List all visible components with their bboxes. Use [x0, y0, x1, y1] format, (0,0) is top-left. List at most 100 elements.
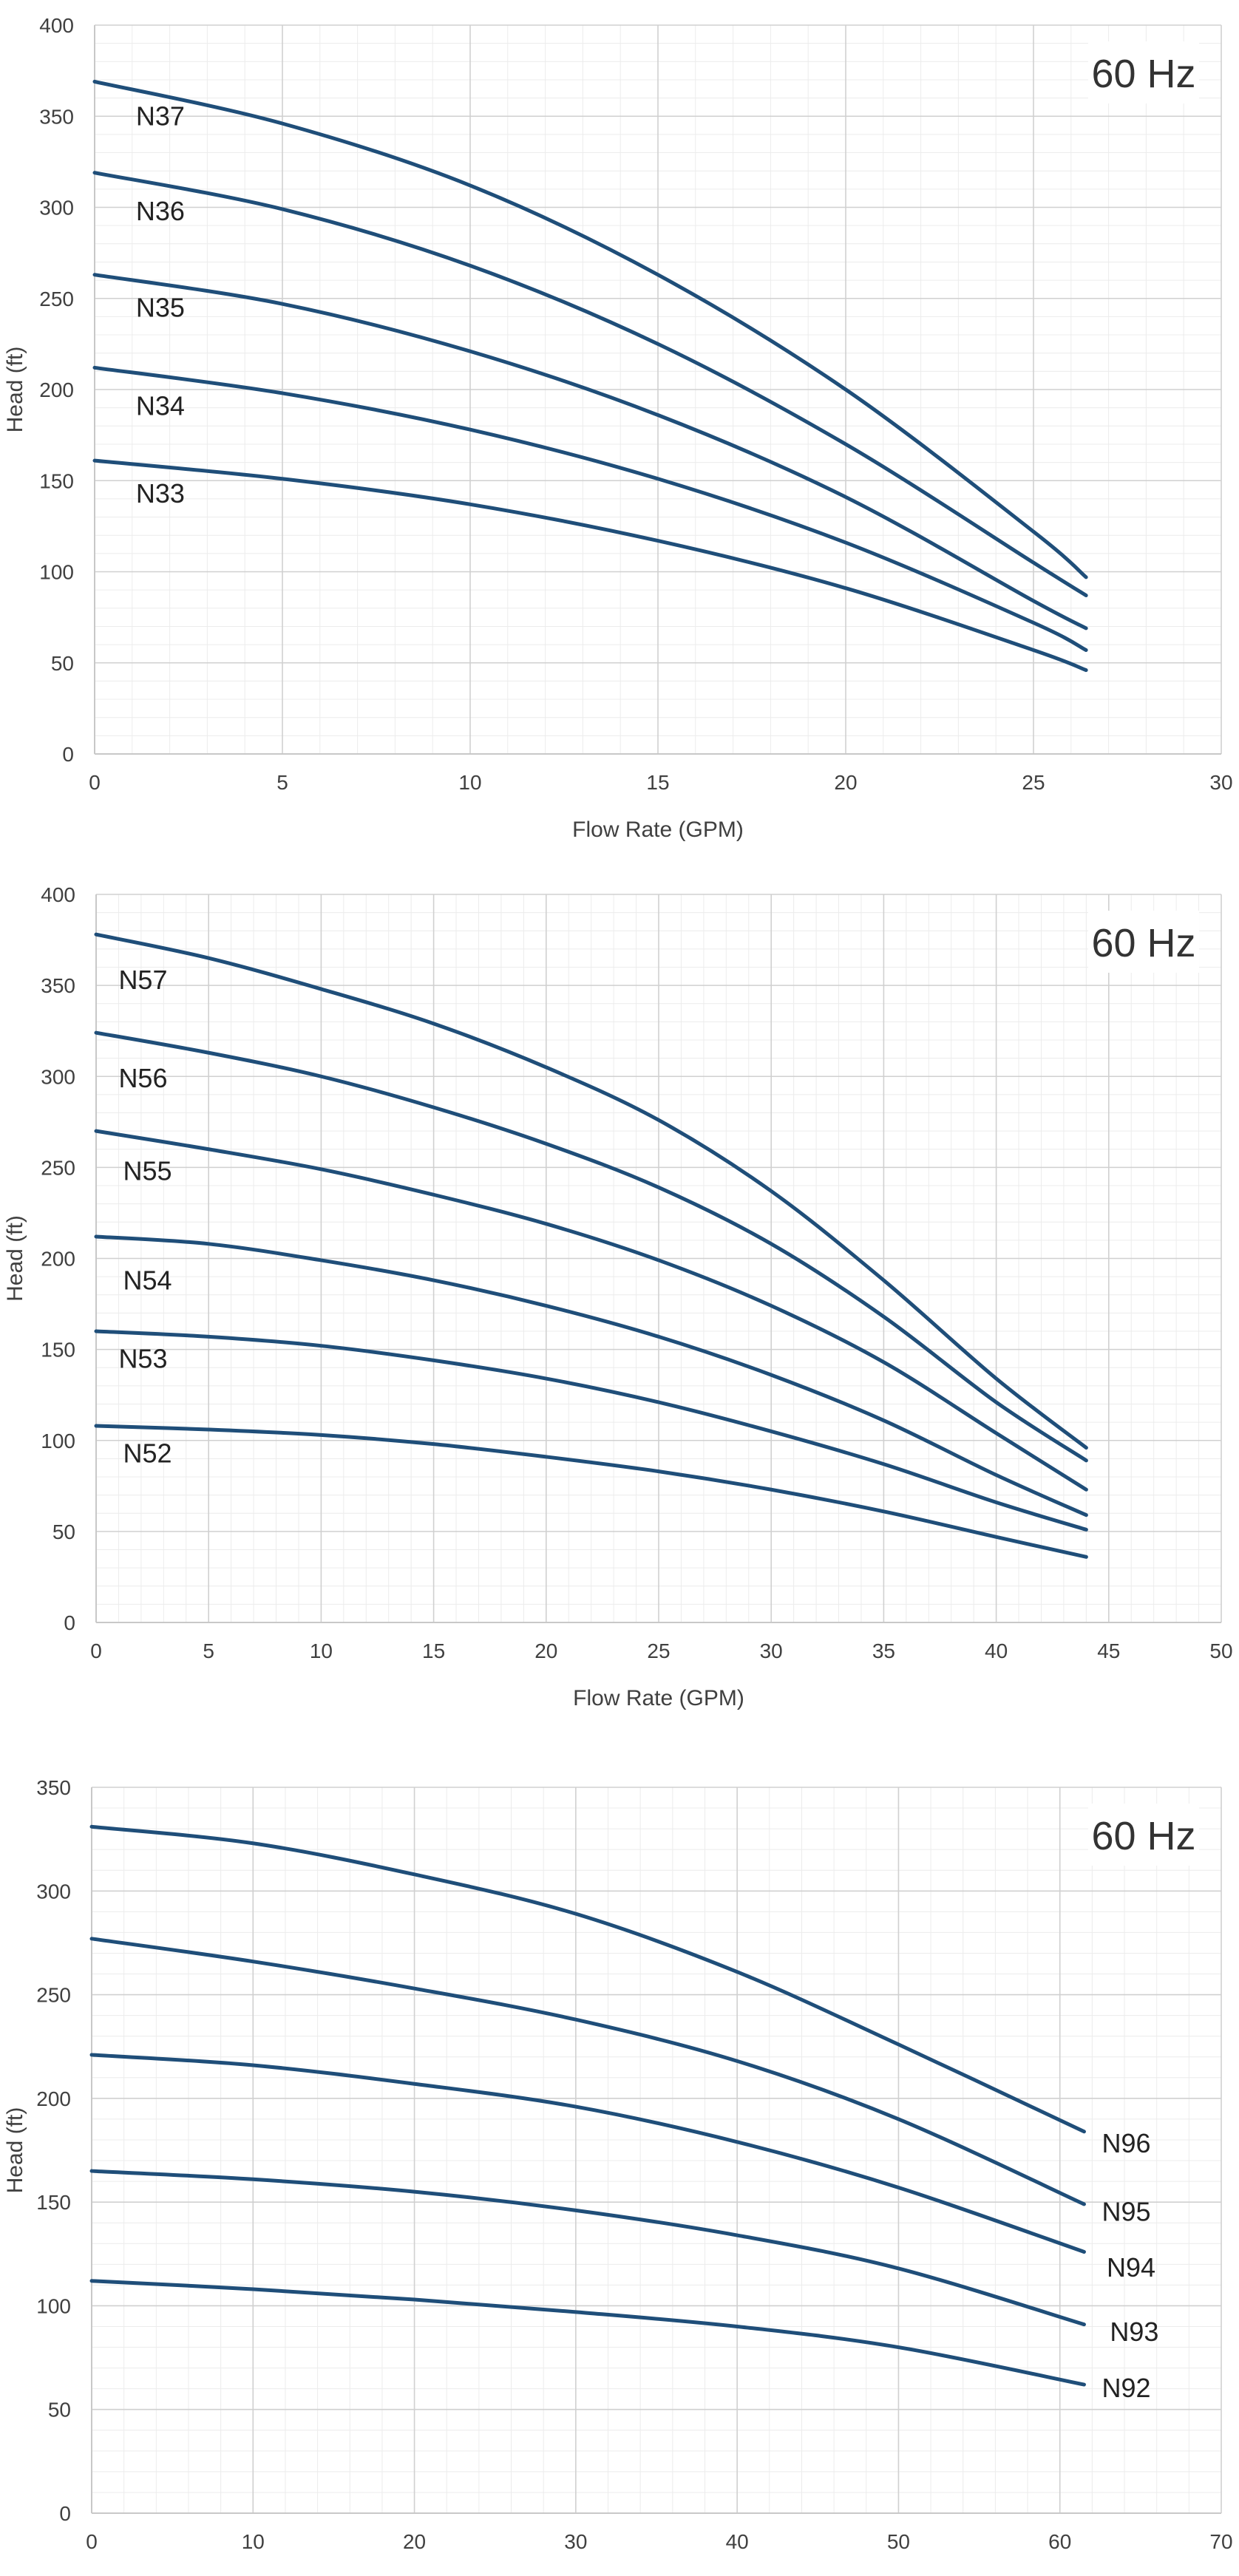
- y-tick-label: 0: [62, 743, 74, 766]
- y-tick-label: 250: [39, 288, 74, 310]
- y-tick-label: 350: [41, 974, 75, 997]
- series-label-n55: N55: [123, 1156, 172, 1186]
- series-line-n94: [89, 2053, 1086, 2254]
- x-tick-label: 0: [86, 2530, 98, 2553]
- series-line-n55: [94, 1129, 1088, 1492]
- series-line-n96: [89, 1824, 1086, 2134]
- x-tick-label: 60: [1048, 2530, 1071, 2553]
- plot-area: [92, 1787, 1221, 2513]
- y-tick-label: 100: [36, 2294, 71, 2317]
- x-tick-label: 20: [403, 2530, 426, 2553]
- series-label-n36: N36: [136, 196, 185, 226]
- series-label-n92: N92: [1101, 2373, 1150, 2403]
- x-tick-label: 25: [647, 1639, 670, 1662]
- x-tick-label: 45: [1097, 1639, 1120, 1662]
- x-tick-label: 15: [422, 1639, 445, 1662]
- x-tick-label: 30: [760, 1639, 783, 1662]
- series-label-n57: N57: [118, 965, 167, 995]
- y-axis-label: Head (ft): [3, 2107, 27, 2194]
- series-line-n36: [92, 171, 1088, 598]
- y-tick-label: 200: [39, 378, 74, 401]
- x-tick-label: 50: [887, 2530, 910, 2553]
- y-tick-label: 300: [36, 1880, 71, 1903]
- y-tick-label: 400: [39, 14, 74, 37]
- series-line-n37: [92, 79, 1088, 580]
- frequency-badge-bg: [1088, 911, 1199, 973]
- y-tick-label: 200: [36, 2087, 71, 2110]
- y-tick-label: 50: [48, 2399, 71, 2422]
- series-label-n33: N33: [136, 478, 185, 509]
- y-tick-label: 300: [41, 1065, 75, 1088]
- x-tick-label: 10: [458, 771, 481, 794]
- x-tick-label: 30: [1209, 771, 1232, 794]
- series-label-n94: N94: [1107, 2252, 1155, 2283]
- y-tick-label: 100: [39, 561, 74, 584]
- x-tick-label: 15: [646, 771, 669, 794]
- series-label-n56: N56: [118, 1063, 167, 1093]
- series-line-n57: [94, 932, 1088, 1450]
- series-label-n35: N35: [136, 292, 185, 322]
- x-tick-label: 50: [1209, 1639, 1232, 1662]
- series-line-n56: [94, 1030, 1088, 1463]
- series-line-n35: [92, 273, 1088, 631]
- y-tick-label: 0: [64, 1611, 75, 1634]
- y-tick-label: 350: [39, 105, 74, 128]
- y-tick-label: 400: [41, 883, 75, 906]
- y-tick-label: 150: [39, 469, 74, 492]
- y-tick-label: 200: [41, 1248, 75, 1271]
- x-tick-label: 0: [89, 771, 101, 794]
- x-tick-label: 5: [203, 1639, 214, 1662]
- y-tick-label: 250: [36, 1984, 71, 2007]
- x-tick-label: 0: [90, 1639, 102, 1662]
- x-tick-label: 25: [1022, 771, 1045, 794]
- frequency-badge: 60 Hz: [1091, 1814, 1195, 1858]
- series-line-n52: [94, 1424, 1088, 1559]
- x-tick-label: 10: [242, 2530, 265, 2553]
- series-label-n96: N96: [1101, 2128, 1150, 2158]
- x-axis-label: Flow Rate (GPM): [572, 818, 744, 842]
- x-tick-label: 20: [534, 1639, 557, 1662]
- y-tick-label: 150: [41, 1339, 75, 1362]
- y-tick-label: 100: [41, 1430, 75, 1452]
- x-tick-label: 10: [310, 1639, 333, 1662]
- x-tick-label: 5: [276, 771, 288, 794]
- y-axis-label: Head (ft): [3, 1215, 27, 1302]
- series-label-n37: N37: [136, 101, 185, 132]
- y-tick-label: 0: [59, 2502, 71, 2525]
- series-label-n53: N53: [118, 1343, 167, 1373]
- y-tick-label: 350: [36, 1776, 71, 1799]
- x-tick-label: 40: [726, 2530, 749, 2553]
- series-label-n93: N93: [1110, 2317, 1158, 2347]
- x-tick-label: 35: [872, 1639, 895, 1662]
- series-line-n92: [89, 2279, 1086, 2387]
- series-label-n34: N34: [136, 391, 185, 421]
- frequency-badge: 60 Hz: [1091, 52, 1195, 96]
- y-tick-label: 150: [36, 2191, 71, 2214]
- x-axis-label: Flow Rate (GPM): [573, 1686, 744, 1710]
- series-line-n95: [89, 1937, 1086, 2206]
- pump-curve-chart-3: 010203040506070050100150200250300350Flow…: [3, 1776, 1233, 2553]
- y-tick-label: 250: [41, 1156, 75, 1179]
- series-line-n33: [92, 458, 1088, 673]
- y-axis-label: Head (ft): [3, 347, 27, 433]
- series-line-n53: [94, 1329, 1088, 1532]
- frequency-badge-bg: [1088, 41, 1199, 103]
- series-line-n54: [94, 1234, 1088, 1518]
- x-tick-label: 40: [985, 1639, 1008, 1662]
- series-label-n52: N52: [123, 1438, 172, 1468]
- series-line-n34: [92, 365, 1088, 652]
- y-tick-label: 50: [52, 1520, 75, 1543]
- x-tick-label: 20: [834, 771, 857, 794]
- frequency-badge: 60 Hz: [1091, 921, 1195, 965]
- frequency-badge-bg: [1088, 1804, 1199, 1866]
- pump-curve-chart-2: 0 5 10 15 20 25 30 35 40 45 50 0 50 100 150 200 250 300 35…: [3, 883, 1233, 1710]
- x-tick-label: 30: [564, 2530, 587, 2553]
- pump-curve-chart-1: 0 5 10 15 20 25 30050100150200250300350400Flow…: [3, 14, 1233, 842]
- series-label-n54: N54: [123, 1265, 172, 1295]
- x-tick-label: 70: [1209, 2530, 1232, 2553]
- y-tick-label: 50: [51, 652, 74, 675]
- y-tick-label: 300: [39, 197, 74, 220]
- series-label-n95: N95: [1101, 2196, 1150, 2226]
- series-line-n93: [89, 2169, 1086, 2327]
